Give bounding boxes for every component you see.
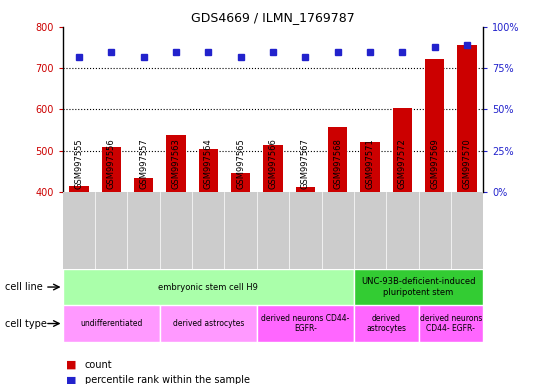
Bar: [354, 269, 483, 305]
Text: embryonic stem cell H9: embryonic stem cell H9: [158, 283, 258, 291]
Bar: [295, 187, 315, 357]
Text: derived astrocytes: derived astrocytes: [173, 319, 244, 328]
Text: derived neurons CD44-
EGFR-: derived neurons CD44- EGFR-: [261, 314, 349, 333]
Bar: [393, 108, 412, 357]
Bar: [458, 45, 477, 357]
Bar: [328, 127, 347, 357]
Bar: [354, 305, 419, 342]
Bar: [63, 269, 354, 305]
Bar: [231, 174, 251, 357]
Bar: [263, 144, 283, 357]
Text: derived neurons
CD44- EGFR-: derived neurons CD44- EGFR-: [420, 314, 482, 333]
Bar: [425, 59, 444, 357]
Text: count: count: [85, 360, 112, 370]
Bar: [160, 305, 257, 342]
Text: ■: ■: [66, 360, 76, 370]
Bar: [102, 147, 121, 357]
Text: ■: ■: [66, 375, 76, 384]
Text: UNC-93B-deficient-induced
pluripotent stem: UNC-93B-deficient-induced pluripotent st…: [361, 277, 476, 297]
Text: percentile rank within the sample: percentile rank within the sample: [85, 375, 250, 384]
Bar: [69, 186, 88, 357]
Bar: [63, 305, 160, 342]
Bar: [419, 305, 483, 342]
Bar: [199, 149, 218, 357]
Bar: [257, 305, 354, 342]
Text: derived
astrocytes: derived astrocytes: [366, 314, 406, 333]
Text: cell line: cell line: [5, 282, 43, 292]
Bar: [167, 136, 186, 357]
Title: GDS4669 / ILMN_1769787: GDS4669 / ILMN_1769787: [191, 11, 355, 24]
Bar: [134, 177, 153, 357]
Text: cell type: cell type: [5, 318, 48, 329]
Text: undifferentiated: undifferentiated: [80, 319, 143, 328]
Bar: [360, 142, 379, 357]
